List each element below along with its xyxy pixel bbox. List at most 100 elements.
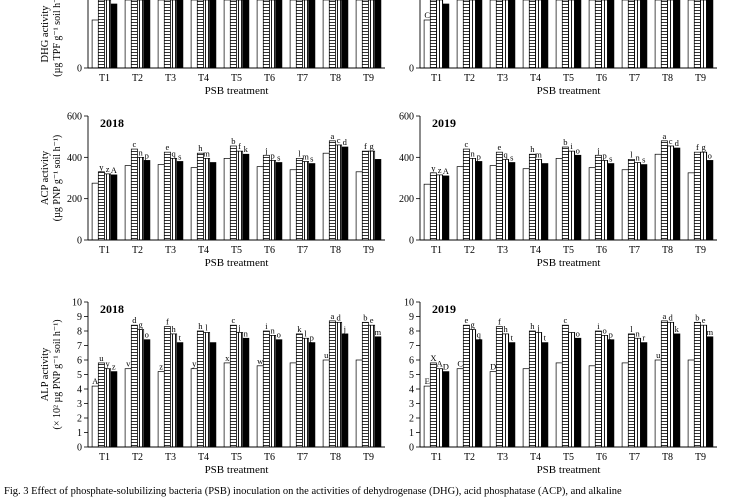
bar bbox=[654, 0, 662, 69]
x-tick-label: T5 bbox=[231, 452, 242, 463]
x-tick-label: T5 bbox=[563, 245, 574, 256]
y-tick-label: 9 bbox=[409, 312, 414, 323]
bar bbox=[203, 158, 211, 241]
bar bbox=[361, 150, 369, 241]
x-axis-title: PSB treatment bbox=[537, 464, 601, 476]
y-tick-label: 400 bbox=[399, 153, 414, 164]
x-tick-label: T8 bbox=[330, 245, 341, 256]
bar bbox=[489, 165, 497, 241]
bar bbox=[374, 0, 382, 69]
year-label: 2018 bbox=[100, 116, 124, 130]
sig-letter: n bbox=[244, 328, 249, 338]
bar bbox=[97, 362, 105, 448]
bar bbox=[275, 162, 283, 241]
sig-letter: m bbox=[203, 148, 210, 158]
bar bbox=[143, 339, 151, 448]
x-tick-label: T8 bbox=[662, 73, 673, 84]
sig-letter: i bbox=[265, 321, 268, 331]
sig-letter: u bbox=[656, 350, 661, 360]
bar bbox=[335, 144, 343, 241]
sig-letter: b bbox=[231, 136, 235, 146]
bar bbox=[262, 330, 270, 448]
sig-letter: d bbox=[668, 312, 673, 322]
bar bbox=[236, 332, 244, 448]
bar bbox=[627, 159, 635, 241]
y-tick-label: 7 bbox=[77, 341, 82, 352]
sig-letter: p bbox=[602, 150, 606, 160]
bar bbox=[295, 0, 303, 69]
sig-letter: s bbox=[642, 155, 645, 165]
bar bbox=[489, 0, 497, 69]
x-tick-label: T6 bbox=[596, 245, 607, 256]
bar bbox=[341, 0, 349, 69]
bar bbox=[229, 324, 237, 448]
sig-letter: o bbox=[576, 328, 580, 338]
bar bbox=[522, 168, 530, 241]
bar bbox=[654, 359, 662, 448]
x-tick-label: T1 bbox=[431, 245, 442, 256]
sig-letter: k bbox=[244, 144, 249, 154]
bar bbox=[170, 158, 178, 241]
bar bbox=[289, 0, 297, 69]
bar bbox=[568, 332, 576, 448]
bar bbox=[634, 337, 642, 448]
sig-letter: m bbox=[374, 327, 381, 337]
bar bbox=[700, 151, 708, 241]
sig-letter: g bbox=[701, 142, 706, 152]
sig-letter: c bbox=[133, 139, 137, 149]
y-tick-label: 0 bbox=[409, 443, 414, 454]
sig-letter: h bbox=[198, 143, 203, 153]
sig-letter: l bbox=[630, 149, 633, 159]
x-tick-label: T9 bbox=[695, 245, 706, 256]
bar bbox=[335, 321, 343, 448]
sig-letter: j bbox=[343, 324, 346, 334]
bar bbox=[223, 362, 231, 448]
bar bbox=[176, 342, 184, 448]
x-tick-label: T4 bbox=[530, 73, 541, 84]
bar bbox=[475, 339, 483, 448]
bar bbox=[456, 166, 464, 241]
x-tick-label: T3 bbox=[497, 452, 508, 463]
bar bbox=[568, 0, 576, 69]
bar bbox=[242, 337, 250, 448]
bar bbox=[269, 335, 277, 448]
bar bbox=[535, 332, 543, 448]
bar bbox=[374, 159, 382, 241]
y-tick-label: 1 bbox=[77, 428, 82, 439]
sig-letter: g bbox=[138, 320, 143, 330]
sig-letter: c bbox=[465, 139, 469, 149]
x-tick-label: T3 bbox=[497, 245, 508, 256]
bar bbox=[442, 371, 450, 448]
bar bbox=[660, 320, 668, 448]
bar bbox=[302, 161, 310, 241]
bar bbox=[368, 324, 376, 448]
sig-letter: i bbox=[570, 141, 573, 151]
bar bbox=[541, 342, 549, 448]
bar bbox=[368, 150, 376, 241]
x-tick-label: T3 bbox=[165, 73, 176, 84]
bar bbox=[157, 164, 165, 241]
sig-letter: h bbox=[198, 321, 203, 331]
bar bbox=[275, 339, 283, 448]
y-tick-label: 8 bbox=[77, 327, 82, 338]
sig-letter: w bbox=[257, 356, 264, 366]
x-tick-label: T1 bbox=[99, 245, 110, 256]
bar bbox=[673, 0, 681, 69]
sig-letter: c bbox=[232, 315, 236, 325]
y-tick-label: 4 bbox=[77, 385, 82, 396]
bar bbox=[295, 158, 303, 241]
bar bbox=[706, 0, 714, 69]
sig-letter: z bbox=[438, 165, 442, 175]
y-tick-label: 0 bbox=[409, 236, 414, 247]
bar bbox=[568, 150, 576, 241]
sig-letter: s bbox=[178, 151, 181, 161]
x-tick-label: T1 bbox=[431, 73, 442, 84]
sig-letter: C bbox=[457, 359, 463, 369]
sig-letter: E bbox=[425, 376, 430, 386]
bar bbox=[502, 333, 510, 448]
bar bbox=[137, 329, 145, 448]
bar bbox=[627, 0, 635, 69]
sig-letter: b bbox=[363, 312, 367, 322]
